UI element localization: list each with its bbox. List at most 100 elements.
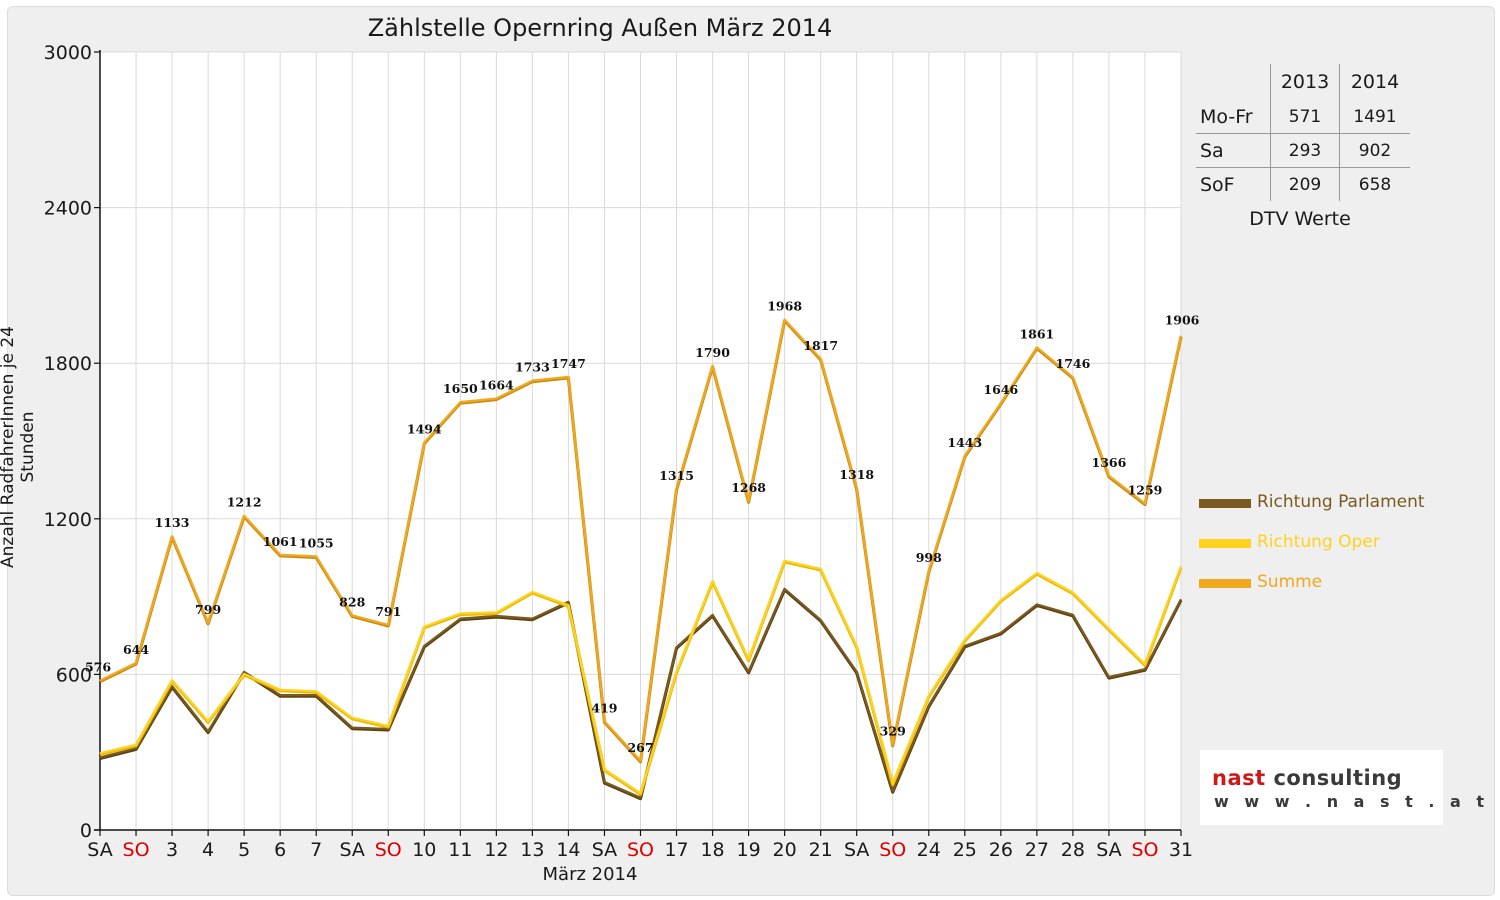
x-tick-label: 7: [310, 839, 322, 861]
x-tick-label: 12: [484, 839, 508, 861]
dtv-row-sof: SoF 209 658: [1196, 167, 1410, 201]
dtv-table: 2013 2014 Mo-Fr 571 1491 Sa 293 902 SoF …: [1196, 64, 1410, 201]
dtv-cell: 902: [1339, 133, 1410, 168]
data-label: 1212: [227, 495, 262, 510]
x-tick-label: 19: [737, 839, 761, 861]
data-label: 1817: [803, 338, 838, 353]
legend-label: Richtung Parlament: [1257, 492, 1425, 512]
x-tick-label: 18: [700, 839, 724, 861]
data-label: 1366: [1092, 455, 1127, 470]
dtv-cell: 293: [1270, 133, 1340, 168]
data-label: 799: [195, 602, 221, 617]
y-tick-label: 600: [56, 664, 92, 686]
chart-title: Zählstelle Opernring Außen März 2014: [367, 14, 833, 42]
x-tick-label: SO: [627, 839, 654, 861]
dtv-row-label: Sa: [1196, 133, 1271, 168]
x-tick-label: 17: [664, 839, 688, 861]
data-label: 791: [375, 604, 401, 619]
dtv-header-2013: 2013: [1270, 64, 1340, 100]
dtv-row-sa: Sa 293 902: [1196, 133, 1410, 168]
x-tick-label: SA: [87, 839, 112, 861]
data-label: 419: [591, 700, 617, 715]
dtv-corner: [1196, 64, 1271, 100]
x-tick-label: 26: [989, 839, 1013, 861]
data-label: 1650: [443, 381, 478, 396]
dtv-header-2014: 2014: [1339, 64, 1410, 100]
x-tick-label: SO: [879, 839, 906, 861]
data-label: 1968: [767, 299, 802, 314]
y-tick-label: 1800: [44, 353, 92, 375]
x-tick-label: 6: [274, 839, 286, 861]
data-label: 1133: [155, 515, 190, 530]
data-label: 1315: [659, 468, 694, 483]
data-label: 1861: [1019, 326, 1054, 341]
x-tick-label: SO: [123, 839, 150, 861]
x-tick-label: 27: [1025, 839, 1049, 861]
data-label: 1790: [695, 345, 730, 360]
logo-wordmark: nast consulting: [1212, 766, 1403, 790]
x-tick-label: 3: [166, 839, 178, 861]
data-label: 1443: [947, 435, 982, 450]
data-label: 1055: [299, 535, 334, 550]
dtv-cell: 571: [1270, 100, 1340, 134]
data-label: 1318: [839, 467, 874, 482]
dtv-cell: 1491: [1339, 100, 1410, 134]
series-line: [99, 587, 1182, 799]
x-tick-label: 24: [917, 839, 941, 861]
data-label: 1259: [1128, 482, 1163, 497]
x-tick-label: 14: [556, 839, 580, 861]
series-line: [99, 559, 1183, 795]
data-label: 329: [880, 724, 906, 739]
dtv-row-label: Mo-Fr: [1200, 105, 1253, 128]
x-tick-label: SA: [1096, 839, 1121, 861]
y-tick-label: 0: [80, 820, 92, 842]
dtv-caption: DTV Werte: [1249, 208, 1351, 230]
x-tick-label: 20: [773, 839, 797, 861]
data-label: 644: [123, 642, 149, 657]
x-tick-label: 31: [1169, 839, 1193, 861]
dtv-cell: 658: [1339, 167, 1410, 201]
legend-swatch: [1199, 579, 1251, 588]
data-label: 1906: [1165, 313, 1200, 328]
data-label: 1664: [479, 377, 514, 392]
data-label: 267: [627, 740, 653, 755]
y-axis-label: Anzahl RadfahrerInnen je 24 Stunden: [0, 326, 38, 568]
x-tick-label: SA: [340, 839, 365, 861]
data-label: 576: [85, 660, 111, 675]
x-axis-label: März 2014: [542, 864, 638, 885]
x-tick-label: 13: [520, 839, 544, 861]
legend-label: Summe: [1257, 572, 1323, 592]
x-tick-label: 21: [809, 839, 833, 861]
data-label: 1494: [407, 422, 442, 437]
legend-swatch: [1199, 539, 1251, 548]
x-tick-label: SA: [592, 839, 617, 861]
legend-label: Richtung Oper: [1257, 532, 1380, 552]
data-label: 828: [339, 594, 365, 609]
x-tick-label: SA: [844, 839, 869, 861]
x-tick-label: SO: [1131, 839, 1158, 861]
legend-swatch: [1199, 499, 1251, 508]
data-label: 1646: [983, 382, 1018, 397]
x-tick-label: 25: [953, 839, 977, 861]
data-label: 998: [916, 550, 942, 565]
x-tick-label: 11: [448, 839, 472, 861]
x-tick-label: 4: [202, 839, 214, 861]
data-label: 1268: [731, 480, 766, 495]
x-tick-label: SO: [375, 839, 402, 861]
dtv-row-label: SoF: [1196, 167, 1271, 201]
y-tick-label: 2400: [44, 198, 92, 220]
y-tick-label: 3000: [44, 42, 92, 64]
data-label: 1061: [263, 534, 298, 549]
y-tick-label: 1200: [44, 509, 92, 531]
series-line: [99, 318, 1183, 762]
logo-url: w w w . n a s t . a t: [1214, 792, 1490, 811]
data-label: 1747: [551, 356, 586, 371]
x-tick-label: 28: [1061, 839, 1085, 861]
dtv-row-mofr: Mo-Fr 571 1491: [1196, 100, 1410, 134]
x-tick-label: 5: [238, 839, 250, 861]
company-logo: nast consulting w w w . n a s t . a t: [1200, 750, 1484, 825]
x-tick-label: 10: [412, 839, 436, 861]
data-label: 1746: [1056, 356, 1091, 371]
dtv-cell: 209: [1270, 167, 1340, 201]
